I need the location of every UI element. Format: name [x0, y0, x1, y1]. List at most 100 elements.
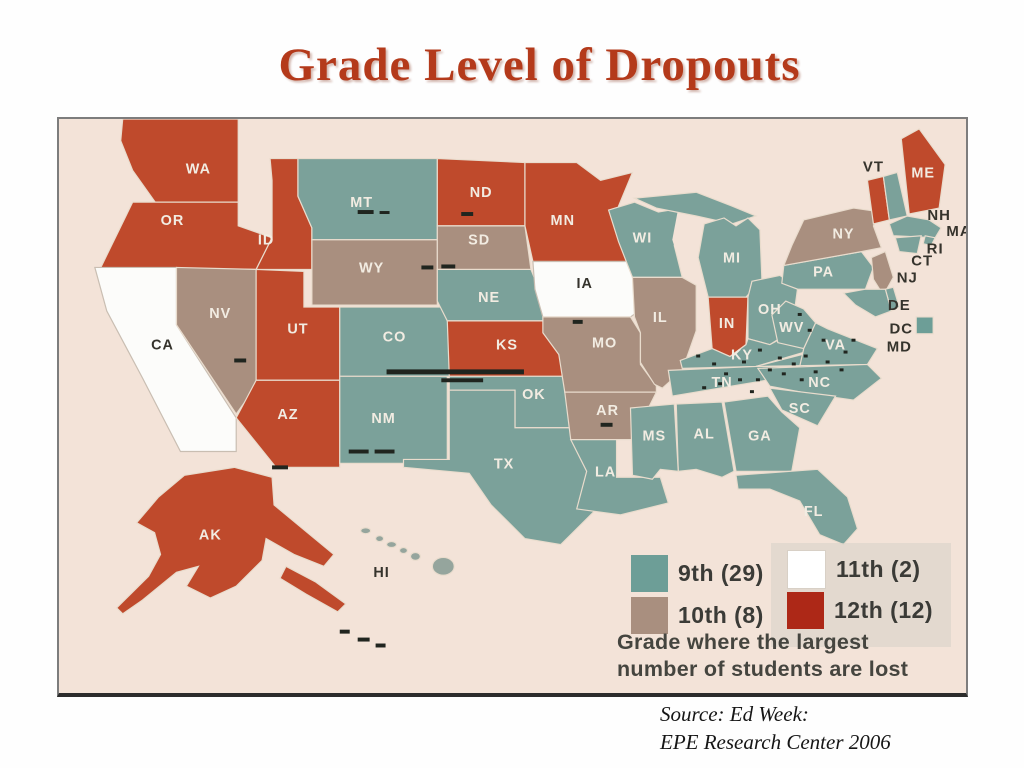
state-label-ak: AK [199, 528, 222, 544]
legend-caption-line1: Grade where the largest [617, 630, 869, 654]
state-ms [629, 403, 679, 480]
state-label-id: ID [258, 233, 274, 249]
state-label-ar: AR [596, 403, 619, 419]
state-hi-island-5 [409, 551, 422, 561]
state-label-ne: NE [478, 290, 500, 306]
state-label-co: CO [383, 330, 407, 346]
state-label-tn: TN [711, 375, 732, 391]
state-label-ms: MS [643, 429, 667, 445]
state-label-ga: GA [748, 429, 772, 445]
legend-entry-12th: 12th (12) [787, 592, 933, 629]
map-panel: WA OR ID MT WY CA NV UT CO AZ NM ND SD NE KS OK TX MN IA MO… [57, 117, 968, 697]
state-label-hi: HI [373, 565, 389, 581]
state-tx [402, 389, 610, 546]
state-label-mt: MT [350, 195, 373, 211]
state-mo [542, 316, 657, 393]
state-label-mi: MI [723, 251, 741, 267]
state-label-in: IN [719, 316, 735, 332]
state-label-nv: NV [209, 306, 231, 322]
state-callout-label-ri: RI [927, 242, 944, 258]
state-label-wa: WA [186, 161, 211, 177]
state-label-la: LA [595, 464, 616, 480]
state-ny [782, 207, 883, 267]
state-callout-label-dc: DC [890, 322, 914, 338]
legend-label-12th: 12th (12) [834, 597, 934, 623]
state-me [900, 128, 946, 215]
state-label-or: OR [161, 213, 185, 229]
state-ak [115, 466, 335, 615]
state-label-mn: MN [551, 213, 575, 229]
state-label-ia: IA [576, 276, 592, 292]
state-mi [697, 217, 763, 298]
state-label-mo: MO [592, 336, 617, 352]
state-hi-island-2 [375, 535, 385, 543]
state-hi-island-6 [431, 556, 455, 576]
source-line2: EPE Research Center 2006 [660, 730, 891, 755]
state-label-ky: KY [731, 348, 753, 364]
source-citation: Source: Ed Week: EPE Research Center 200… [660, 700, 891, 757]
state-label-al: AL [694, 427, 715, 443]
state-nj [870, 250, 894, 297]
state-label-il: IL [653, 310, 668, 326]
state-nc [756, 363, 883, 401]
map-legend: 9th (29) 10th (8) 11th (2) 12th (12) [619, 543, 964, 693]
state-fl [735, 468, 859, 546]
state-dc [915, 316, 934, 335]
state-label-me: ME [911, 165, 935, 181]
state-hi-island-4 [398, 546, 409, 555]
state-hi-island-1 [360, 527, 372, 535]
legend-swatch-10th [631, 597, 668, 634]
page-title: Grade Level of Dropouts [278, 39, 801, 91]
state-ct [894, 235, 922, 255]
legend-entry-11th: 11th (2) [787, 550, 921, 589]
state-callout-label-ma: MA [946, 224, 966, 240]
state-md [842, 288, 893, 318]
state-label-ut: UT [287, 322, 308, 338]
state-label-wv: WV [779, 320, 804, 336]
state-callout-label-de: DE [888, 298, 911, 314]
state-az [235, 379, 341, 468]
state-label-nm: NM [371, 411, 395, 427]
state-ak-peninsula [279, 565, 347, 613]
state-ma [888, 215, 942, 239]
us-choropleth-map: WA OR ID MT WY CA NV UT CO AZ NM ND SD NE KS OK TX MN IA MO… [94, 119, 966, 648]
legend-label-11th: 11th (2) [836, 556, 921, 582]
legend-entry-9th: 9th (29) [631, 555, 764, 592]
state-label-nd: ND [470, 185, 493, 201]
state-label-wi: WI [633, 231, 653, 247]
state-la [569, 439, 670, 516]
state-label-pa: PA [813, 264, 834, 280]
state-wy [311, 239, 438, 306]
state-label-ok: OK [522, 387, 546, 403]
legend-entry-10th: 10th (8) [631, 597, 764, 634]
source-line1: Source: Ed Week: [660, 702, 809, 726]
state-label-oh: OH [758, 302, 782, 318]
state-label-sc: SC [789, 401, 811, 417]
state-label-tx: TX [494, 456, 514, 472]
state-label-ca: CA [151, 338, 174, 354]
state-callout-label-nh: NH [927, 208, 951, 224]
state-label-wy: WY [359, 260, 384, 276]
state-ri [922, 235, 937, 247]
state-label-va: VA [825, 338, 846, 354]
state-ga [723, 395, 801, 472]
legend-caption-line2: number of students are lost [617, 656, 909, 681]
state-label-ny: NY [833, 227, 855, 243]
state-label-ks: KS [496, 338, 518, 354]
map-dashes [234, 210, 856, 648]
state-label-fl: FL [804, 504, 824, 520]
state-callout-label-nj: NJ [897, 270, 918, 286]
state-callout-label-ct: CT [911, 254, 933, 270]
state-va [755, 322, 879, 368]
legend-label-10th: 10th (8) [678, 602, 764, 628]
state-callout-label-md: MD [887, 340, 912, 356]
legend-caption: Grade where the largest number of studen… [617, 629, 908, 682]
legend-swatch-11th [787, 550, 826, 589]
state-or [99, 201, 273, 271]
lake-michigan [672, 208, 707, 282]
state-label-az: AZ [277, 407, 298, 423]
legend-swatch-12th [787, 592, 824, 629]
state-wa [120, 119, 239, 205]
legend-label-9th: 9th (29) [678, 560, 764, 586]
